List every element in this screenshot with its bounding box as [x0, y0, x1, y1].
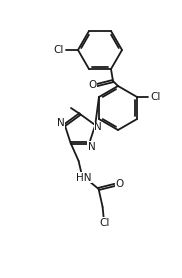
Text: N: N: [57, 118, 65, 128]
Text: N: N: [94, 122, 102, 132]
Text: Cl: Cl: [54, 45, 64, 55]
Text: Cl: Cl: [99, 218, 110, 228]
Text: HN: HN: [76, 173, 91, 183]
Text: N: N: [88, 142, 95, 152]
Text: Cl: Cl: [151, 92, 161, 102]
Text: O: O: [88, 80, 96, 90]
Text: O: O: [115, 179, 124, 189]
